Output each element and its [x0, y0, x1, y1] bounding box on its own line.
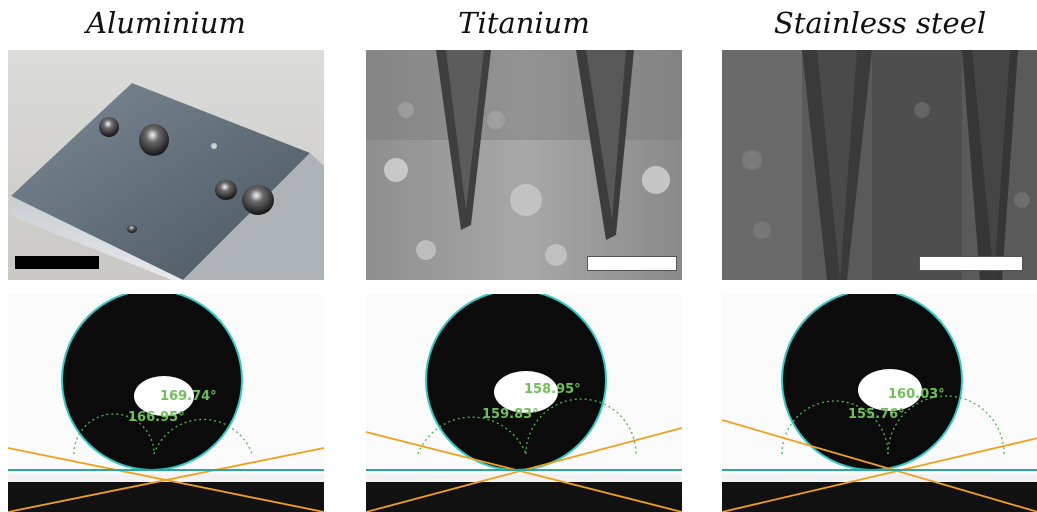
angle-label-top: 158.95° — [524, 382, 581, 397]
panel-titanium: Titanium — [366, 0, 682, 512]
titanium-contact-angle-image: 158.95° 159.83° — [366, 294, 682, 512]
stainless-steel-contact-angle-image: 160.03° 155.76° — [722, 294, 1037, 512]
panel-stainless-steel: Stainless steel 160.03° — [722, 0, 1037, 512]
aluminium-contact-angle-image: 169.74° 166.95° — [8, 294, 324, 512]
scale-bar — [587, 256, 677, 271]
panel-title: Stainless steel — [773, 6, 987, 40]
scale-bar — [15, 256, 99, 269]
aluminium-sample-photo — [8, 50, 324, 280]
scale-bar — [919, 256, 1023, 271]
panel-title: Titanium — [458, 6, 590, 40]
titanium-sem-image — [366, 50, 682, 280]
angle-label-left: 155.76° — [848, 407, 905, 422]
panel-title: Aluminium — [86, 6, 246, 40]
panel-aluminium: Aluminium — [8, 0, 324, 512]
angle-label-top: 169.74° — [160, 389, 217, 404]
stainless-steel-sem-image — [722, 50, 1037, 280]
angle-label-left: 159.83° — [482, 407, 539, 422]
angle-label-left: 166.95° — [128, 410, 185, 425]
angle-label-top: 160.03° — [888, 387, 945, 402]
